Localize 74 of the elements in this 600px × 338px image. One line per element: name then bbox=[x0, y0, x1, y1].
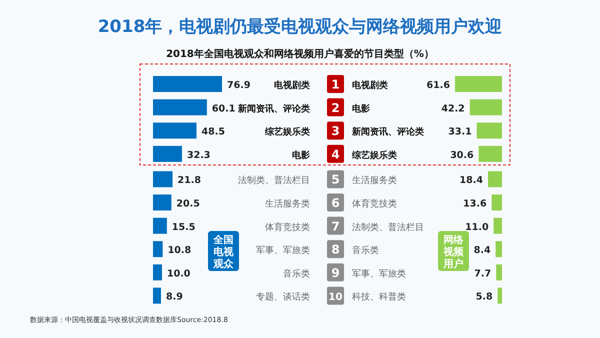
bar bbox=[476, 122, 502, 139]
y-tick-label: 专题、谈话类 bbox=[256, 292, 310, 303]
bar bbox=[153, 218, 167, 234]
bar bbox=[496, 264, 502, 280]
data-label: 10.8 bbox=[168, 245, 192, 256]
data-label: 11.0 bbox=[465, 222, 489, 233]
text: 2 bbox=[331, 100, 340, 115]
text: 8 bbox=[331, 242, 340, 257]
y-tick-label: 军事、军旅类 bbox=[256, 245, 310, 256]
text: 1 bbox=[331, 78, 340, 92]
bar bbox=[488, 171, 502, 188]
y-tick-label: 综艺娱乐类 bbox=[351, 150, 397, 161]
y-tick-label: 军事、军旅类 bbox=[352, 268, 406, 280]
text: 4 bbox=[331, 147, 340, 162]
data-label: 8.4 bbox=[474, 245, 491, 256]
bar bbox=[153, 171, 173, 188]
text: 3 bbox=[331, 124, 340, 138]
text: 2018年全国电视观众和网络视频用户喜爱的节目类型（%） bbox=[166, 48, 434, 60]
y-tick-label: 新闻资讯、评论类 bbox=[237, 103, 310, 114]
data-label: 33.1 bbox=[448, 126, 472, 138]
y-tick-label: 电视剧类 bbox=[352, 80, 388, 91]
data-label: 48.5 bbox=[202, 126, 225, 138]
y-tick-label: 体育竞技类 bbox=[352, 198, 397, 210]
text: 5 bbox=[331, 172, 340, 187]
text: 2018年，电视剧仍最受电视观众与网络视频用户欢迎 bbox=[98, 17, 502, 37]
bar bbox=[153, 76, 222, 92]
bar bbox=[153, 99, 207, 116]
y-tick-label: 生活服务类 bbox=[352, 175, 397, 186]
y-tick-label: 法制类、普法栏目 bbox=[352, 222, 424, 233]
bar bbox=[494, 218, 502, 234]
y-tick-label: 体育竞技类 bbox=[265, 222, 310, 233]
data-label: 8.9 bbox=[166, 292, 183, 303]
y-tick-label: 音乐类 bbox=[283, 268, 310, 280]
data-label: 20.5 bbox=[176, 198, 200, 210]
bar bbox=[492, 194, 502, 210]
y-tick-label: 音乐类 bbox=[352, 245, 379, 256]
data-label: 32.3 bbox=[186, 150, 210, 161]
text: 7 bbox=[331, 219, 340, 234]
y-tick-label: 法制类、普法栏目 bbox=[238, 175, 310, 186]
text: 9 bbox=[331, 266, 340, 280]
text: 6 bbox=[331, 196, 340, 210]
y-tick-label: 新闻资讯、评论类 bbox=[351, 126, 424, 138]
data-label: 60.1 bbox=[212, 103, 236, 114]
text: 全国电视观众 bbox=[212, 234, 234, 270]
text: 网络视频用户 bbox=[442, 234, 464, 270]
data-label: 21.8 bbox=[178, 175, 202, 186]
bar bbox=[153, 264, 162, 280]
y-tick-label: 生活服务类 bbox=[265, 198, 310, 210]
bar bbox=[470, 99, 502, 116]
bar bbox=[153, 241, 163, 258]
bar bbox=[153, 288, 161, 304]
y-tick-label: 综艺娱乐类 bbox=[264, 126, 310, 138]
bar bbox=[153, 146, 182, 162]
data-label: 18.4 bbox=[460, 175, 484, 186]
text: 10 bbox=[328, 292, 342, 304]
bar bbox=[455, 76, 502, 92]
bar bbox=[153, 122, 197, 139]
data-label: 10.0 bbox=[166, 268, 191, 280]
data-label: 5.8 bbox=[476, 292, 493, 303]
bar bbox=[498, 288, 502, 304]
y-tick-label: 电视剧类 bbox=[274, 80, 310, 91]
bar bbox=[153, 194, 172, 210]
data-label: 13.6 bbox=[463, 198, 487, 210]
y-tick-label: 电影 bbox=[292, 150, 310, 161]
bar bbox=[478, 146, 502, 162]
data-label: 76.9 bbox=[227, 80, 250, 91]
data-label: 42.2 bbox=[441, 103, 465, 114]
y-tick-label: 科技、科普类 bbox=[352, 292, 406, 303]
y-tick-label: 电影 bbox=[352, 103, 370, 114]
data-label: 15.5 bbox=[172, 222, 196, 233]
data-label: 61.6 bbox=[426, 80, 450, 91]
data-label: 30.6 bbox=[450, 150, 474, 161]
bar bbox=[496, 241, 502, 258]
data-label: 7.7 bbox=[474, 268, 492, 280]
